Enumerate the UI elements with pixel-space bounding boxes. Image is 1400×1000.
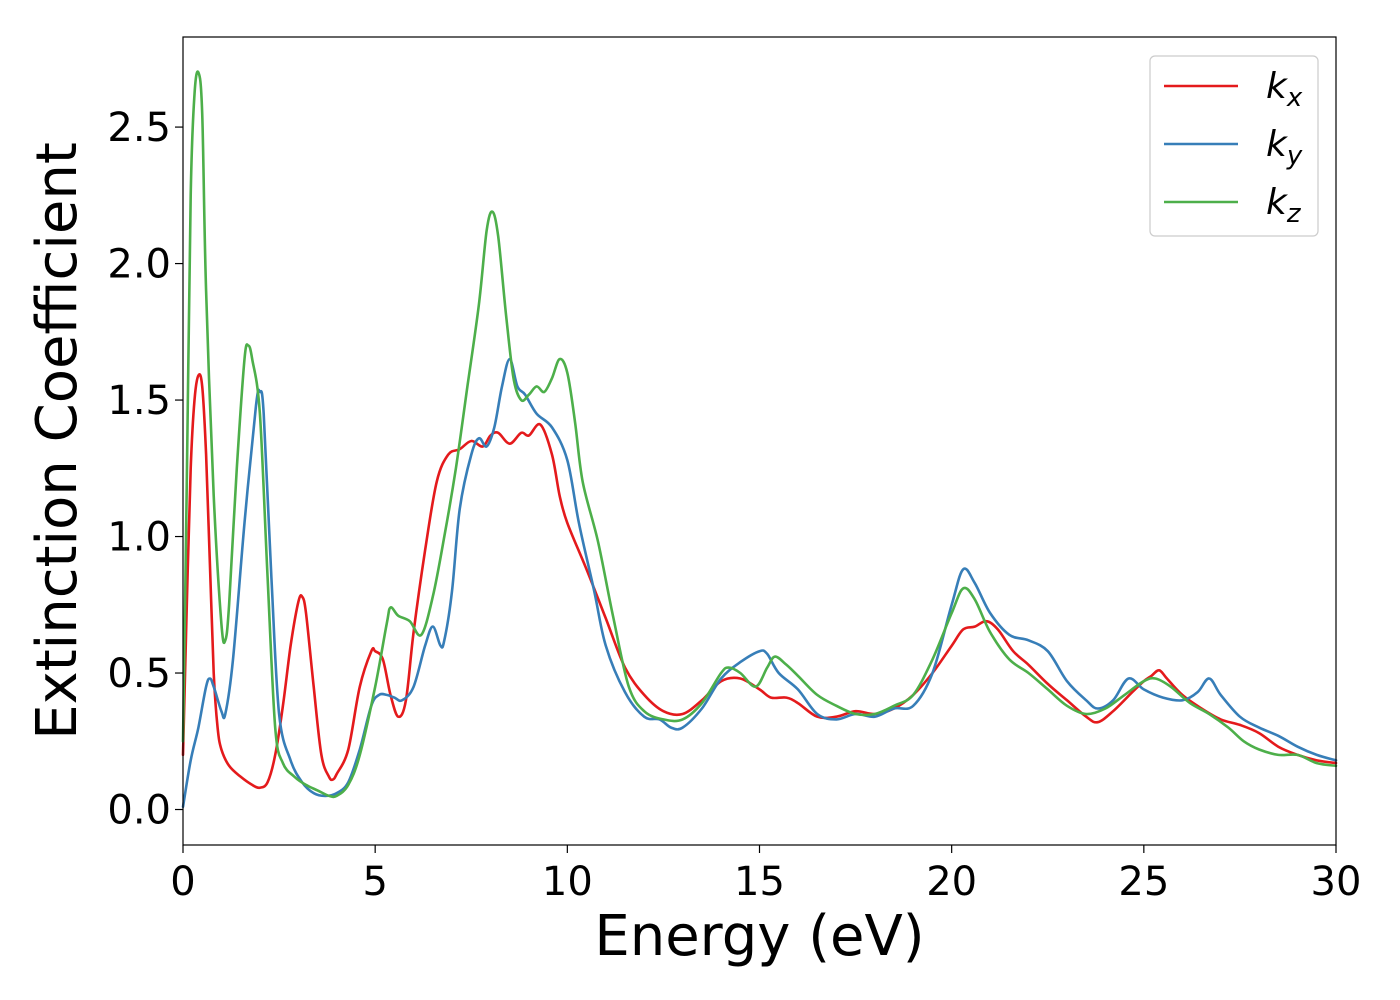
x-axis-title: Energy (eV) bbox=[594, 904, 924, 969]
series-line-ky bbox=[181, 357, 1338, 809]
legend-box bbox=[1149, 55, 1319, 237]
legend-label-kx: kx bbox=[1266, 66, 1303, 113]
x-axis: 0 5 10 15 20 25 30 bbox=[170, 845, 1361, 905]
y-tick-label: 1.5 bbox=[107, 378, 171, 424]
x-tick-label: 25 bbox=[1118, 859, 1169, 905]
y-tick-label: 2.0 bbox=[107, 242, 171, 288]
legend: kx ky kz bbox=[1149, 55, 1319, 237]
plot-background bbox=[183, 37, 1336, 845]
series-layer bbox=[181, 70, 1338, 809]
y-tick-label: 1.0 bbox=[107, 515, 171, 561]
x-tick-label: 15 bbox=[734, 859, 785, 905]
x-tick-label: 30 bbox=[1311, 859, 1362, 905]
series-line-kz bbox=[181, 70, 1338, 799]
x-tick-label: 10 bbox=[542, 859, 593, 905]
x-tick-label: 0 bbox=[170, 859, 195, 905]
y-tick-label: 0.0 bbox=[107, 788, 171, 834]
y-tick-label: 0.5 bbox=[107, 651, 171, 697]
y-axis-title: Extinction Coefficient bbox=[25, 142, 90, 740]
x-tick-label: 5 bbox=[362, 859, 387, 905]
y-axis: 0.0 0.5 1.0 1.5 2.0 2.5 bbox=[107, 105, 183, 834]
x-tick-label: 20 bbox=[926, 859, 977, 905]
y-tick-label: 2.5 bbox=[107, 105, 171, 151]
legend-label-ky: ky bbox=[1266, 124, 1303, 171]
legend-label-kz: kz bbox=[1266, 182, 1302, 229]
